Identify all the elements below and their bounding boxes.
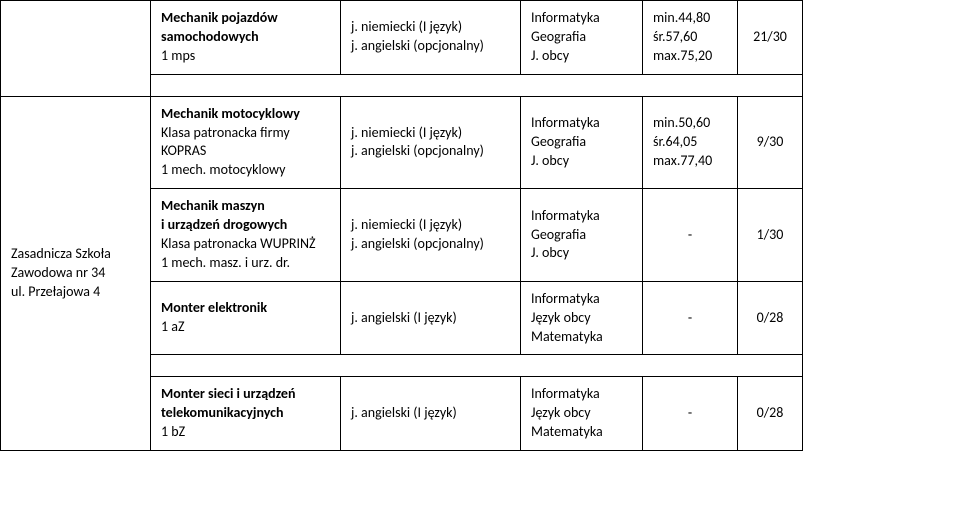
subject-line: Matematyka bbox=[531, 328, 632, 347]
subject-line: J. obcy bbox=[531, 244, 632, 263]
course-table: Mechanik pojazdów samochodowych 1 mps j.… bbox=[0, 0, 960, 451]
course-cell: Mechanik maszyn i urządzeń drogowych Kla… bbox=[151, 189, 341, 282]
course-cell: Monter elektronik 1 aZ bbox=[151, 281, 341, 355]
stat-line: max.75,20 bbox=[653, 47, 727, 66]
lang-line: j. niemiecki (I język) bbox=[351, 216, 510, 235]
subject-cell: Informatyka Język obcy Matematyka bbox=[521, 281, 643, 355]
lang-cell: j. angielski (I język) bbox=[341, 377, 521, 451]
stats-cell: - bbox=[643, 377, 738, 451]
lang-line: j. angielski (opcjonalny) bbox=[351, 37, 510, 56]
subject-line: Informatyka bbox=[531, 290, 632, 309]
subject-line: Informatyka bbox=[531, 9, 632, 28]
subject-cell: Informatyka Geografia J. obcy bbox=[521, 1, 643, 75]
lang-line: j. niemiecki (I język) bbox=[351, 124, 510, 143]
course-cell: Monter sieci i urządzeń telekomunikacyjn… bbox=[151, 377, 341, 451]
subject-cell: Informatyka Język obcy Matematyka bbox=[521, 377, 643, 451]
stat-line: max.77,40 bbox=[653, 152, 727, 171]
ratio-cell: 9/30 bbox=[738, 96, 803, 189]
course-title: Monter sieci i urządzeń telekomunikacyjn… bbox=[161, 385, 330, 423]
lang-line: j. angielski (opcjonalny) bbox=[351, 235, 510, 254]
lang-line: j. niemiecki (I język) bbox=[351, 18, 510, 37]
course-title: Mechanik motocyklowy bbox=[161, 105, 330, 124]
lang-line: j. angielski (I język) bbox=[351, 309, 510, 328]
subject-cell: Informatyka Geografia J. obcy bbox=[521, 189, 643, 282]
subject-line: Geografia bbox=[531, 133, 632, 152]
stats-cell: - bbox=[643, 189, 738, 282]
ratio-cell: 1/30 bbox=[738, 189, 803, 282]
ratio-cell: 0/28 bbox=[738, 377, 803, 451]
stat-line: śr.64,05 bbox=[653, 133, 727, 152]
ratio-cell: 0/28 bbox=[738, 281, 803, 355]
course-sub: 1 bZ bbox=[161, 423, 330, 442]
stat-line: śr.57,60 bbox=[653, 28, 727, 47]
course-sub: 1 mps bbox=[161, 47, 330, 66]
school-cell bbox=[1, 1, 151, 97]
stats-cell: min.50,60 śr.64,05 max.77,40 bbox=[643, 96, 738, 189]
stat-line: min.50,60 bbox=[653, 114, 727, 133]
lang-line: j. angielski (opcjonalny) bbox=[351, 142, 510, 161]
stats-cell: - bbox=[643, 281, 738, 355]
subject-line: J. obcy bbox=[531, 47, 632, 66]
course-cell: Mechanik pojazdów samochodowych 1 mps bbox=[151, 1, 341, 75]
subject-line: Język obcy bbox=[531, 309, 632, 328]
subject-line: J. obcy bbox=[531, 152, 632, 171]
subject-cell: Informatyka Geografia J. obcy bbox=[521, 96, 643, 189]
lang-cell: j. angielski (I język) bbox=[341, 281, 521, 355]
filler-cell bbox=[803, 1, 960, 451]
ratio-cell: 21/30 bbox=[738, 1, 803, 75]
subject-line: Geografia bbox=[531, 226, 632, 245]
course-sub: Klasa patronacka firmy KOPRAS 1 mech. mo… bbox=[161, 124, 330, 181]
subject-line: Informatyka bbox=[531, 114, 632, 133]
subject-line: Język obcy bbox=[531, 404, 632, 423]
school-cell: Zasadnicza Szkoła Zawodowa nr 34 ul. Prz… bbox=[1, 96, 151, 450]
course-title: Mechanik maszyn i urządzeń drogowych bbox=[161, 197, 330, 235]
lang-line: j. angielski (I język) bbox=[351, 404, 510, 423]
course-sub: Klasa patronacka WUPRINŻ 1 mech. masz. i… bbox=[161, 235, 330, 273]
course-cell: Mechanik motocyklowy Klasa patronacka fi… bbox=[151, 96, 341, 189]
subject-line: Informatyka bbox=[531, 385, 632, 404]
table-row: Mechanik pojazdów samochodowych 1 mps j.… bbox=[1, 1, 960, 75]
course-title: Monter elektronik bbox=[161, 299, 330, 318]
subject-line: Geografia bbox=[531, 28, 632, 47]
course-sub: 1 aZ bbox=[161, 318, 330, 337]
subject-line: Informatyka bbox=[531, 207, 632, 226]
stats-cell: min.44,80 śr.57,60 max.75,20 bbox=[643, 1, 738, 75]
lang-cell: j. niemiecki (I język) j. angielski (opc… bbox=[341, 189, 521, 282]
lang-cell: j. niemiecki (I język) j. angielski (opc… bbox=[341, 96, 521, 189]
stat-line: min.44,80 bbox=[653, 9, 727, 28]
lang-cell: j. niemiecki (I język) j. angielski (opc… bbox=[341, 1, 521, 75]
course-title: Mechanik pojazdów samochodowych bbox=[161, 9, 330, 47]
subject-line: Matematyka bbox=[531, 423, 632, 442]
